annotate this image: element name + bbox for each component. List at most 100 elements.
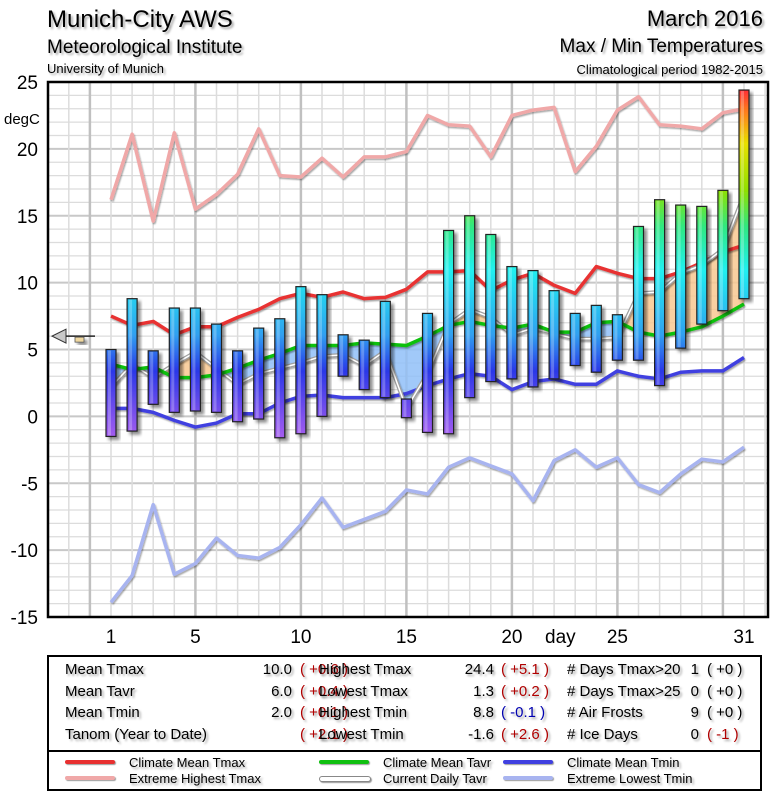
- legend-label: Climate Mean Tmin: [567, 755, 680, 770]
- stat-anomaly: ( +0 ): [707, 682, 743, 700]
- daily-range-bar: [738, 89, 750, 300]
- arrow-head: [50, 328, 67, 344]
- stat-label: # Days Tmax>25: [567, 682, 681, 700]
- daily-range-bar: [675, 204, 687, 349]
- stat-anomaly: ( +0.1 ): [300, 704, 348, 721]
- daily-range-bar: [189, 307, 201, 412]
- bar-highlight: [276, 319, 280, 437]
- bar-highlight: [635, 227, 639, 360]
- daily-range-bar: [569, 312, 581, 367]
- y-tick-label: 10: [17, 274, 38, 295]
- chart-subtitle: Max / Min Temperatures: [559, 36, 763, 57]
- y-tick-label: 0: [27, 407, 38, 428]
- bar-highlight: [530, 271, 533, 386]
- legend-label: Climate Mean Tavr: [383, 755, 492, 770]
- bar-highlight: [129, 299, 133, 431]
- legend-swatch: [319, 776, 371, 782]
- legend-swatch: [319, 760, 369, 764]
- y-axis-ticks: 25 20 15 10 5 0 -5 -10 -15: [11, 73, 38, 629]
- stat-label: Mean Tavr: [65, 682, 135, 700]
- bar-highlight: [361, 341, 365, 389]
- bar-highlight: [593, 306, 597, 372]
- stat-value: 1.3: [473, 682, 494, 700]
- stat-anomaly: ( +2.6 ): [501, 725, 549, 743]
- x-axis-label: day: [545, 627, 576, 648]
- bar-highlight: [572, 314, 576, 365]
- bar-highlight: [466, 216, 470, 397]
- tanom-arrow-icon: [50, 328, 95, 344]
- y-tick-label: -15: [11, 608, 38, 629]
- x-tick-label: 15: [396, 627, 417, 648]
- stat-anomaly: ( +0 ): [707, 661, 743, 678]
- stat-value: 9: [690, 704, 699, 721]
- daily-range-bar: [274, 318, 286, 439]
- stat-anomaly: ( -0.1 ): [501, 704, 546, 721]
- daily-range-bar: [421, 312, 434, 434]
- daily-range-bar: [632, 225, 645, 361]
- bar-highlight: [487, 235, 491, 381]
- daily-range-bar: [168, 307, 180, 413]
- bar-highlight: [382, 302, 386, 397]
- bar-highlight: [150, 351, 154, 404]
- plot-frame: [46, 80, 770, 619]
- bar-highlight: [297, 287, 301, 433]
- legend-swatch: [65, 760, 115, 764]
- period-title: Climatological period 1982-2015: [576, 62, 763, 77]
- x-tick-label: 10: [290, 627, 311, 648]
- stat-value: 8.8: [473, 704, 494, 721]
- bar-highlight: [614, 315, 618, 360]
- bar-highlight: [319, 295, 322, 416]
- institute-title: Meteorological Institute: [47, 37, 243, 58]
- stat-anomaly: ( -1 ): [707, 725, 739, 743]
- stat-value: 10.0: [262, 661, 292, 678]
- stat-label: Lowest Tmin: [319, 725, 404, 743]
- stat-anomaly: ( +0.6 ): [300, 661, 348, 678]
- y-tick-label: 15: [17, 207, 38, 228]
- daily-range-bar: [443, 229, 455, 435]
- stat-value: -1.6: [468, 725, 494, 743]
- stat-label: # Ice Days: [567, 725, 638, 743]
- y-axis-label: degC: [4, 111, 40, 128]
- bar-highlight: [741, 91, 744, 298]
- daily-range-bar: [358, 339, 370, 391]
- bar-highlight: [234, 351, 238, 421]
- statistics-panel: Mean Tmax 10.0 ( +0.6 ) Mean Tavr 6.0 ( +0.4 …: [47, 655, 762, 752]
- daily-range-bar: [548, 290, 560, 380]
- daily-range-bar: [611, 314, 624, 361]
- daily-range-bar: [253, 327, 265, 420]
- stat-label: Mean Tmin: [65, 704, 140, 721]
- bar-highlight: [340, 335, 344, 376]
- daily-range-bar: [147, 350, 159, 405]
- x-tick-label: 5: [190, 627, 201, 648]
- stat-label: Highest Tmin: [319, 704, 408, 721]
- bar-highlight: [677, 206, 681, 348]
- daily-range-bar: [316, 294, 328, 417]
- stat-anomaly: ( +0 ): [707, 704, 743, 721]
- x-tick-label: 31: [733, 627, 754, 648]
- daily-range-bar: [527, 269, 539, 388]
- legend: Climate Mean Tmax Extreme Highest Tmax Cli…: [47, 750, 762, 791]
- daily-range-bar: [105, 348, 117, 438]
- daily-range-bar: [506, 265, 518, 380]
- stat-label: Tanom (Year to Date): [65, 725, 208, 743]
- daily-range-bar: [590, 304, 602, 373]
- x-tick-label: 20: [501, 627, 522, 648]
- legend-label: Climate Mean Tmax: [129, 755, 246, 770]
- stat-anomaly: ( +5.1 ): [501, 661, 549, 678]
- stat-value: 0: [690, 682, 699, 700]
- stat-label: Highest Tmax: [319, 661, 412, 678]
- university-title: University of Munich: [47, 61, 165, 76]
- stat-label: Mean Tmax: [65, 661, 144, 678]
- bar-highlight: [698, 207, 702, 324]
- daily-range-bar: [400, 398, 412, 419]
- bar-highlight: [213, 325, 217, 412]
- stat-anomaly: ( +0.4 ): [300, 682, 348, 700]
- stat-value: 24.4: [464, 661, 494, 678]
- x-tick-label: 1: [106, 627, 117, 648]
- x-tick-label: 25: [607, 627, 628, 648]
- stat-value: 0: [690, 725, 699, 743]
- legend-label: Extreme Lowest Tmin: [567, 771, 693, 786]
- bar-highlight: [656, 200, 660, 385]
- bar-highlight: [719, 191, 723, 310]
- bar-highlight: [171, 309, 175, 412]
